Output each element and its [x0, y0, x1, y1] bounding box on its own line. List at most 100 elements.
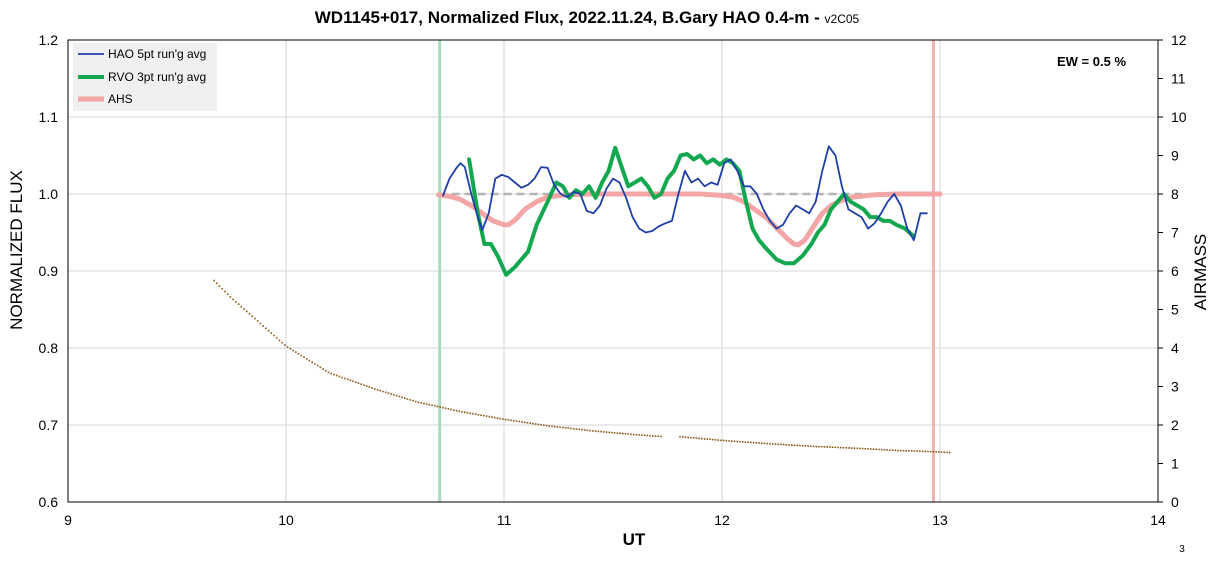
airmass-point [496, 417, 499, 419]
airmass-point [322, 368, 324, 370]
airmass-point [695, 437, 698, 439]
airmass-point [248, 313, 251, 315]
airmass-point [575, 428, 578, 430]
airmass-point [518, 420, 521, 423]
airmass-point [292, 349, 294, 352]
airmass-point [221, 287, 223, 290]
airmass-point [224, 290, 226, 293]
airmass-point [736, 440, 739, 443]
x-axis-label: UT [623, 530, 646, 549]
airmass-point [657, 435, 659, 438]
series-line-hao [442, 145, 928, 242]
airmass-point [246, 310, 248, 313]
airmass-point [314, 363, 316, 365]
airmass-point [406, 398, 409, 400]
airmass-point [398, 395, 401, 398]
airmass-point [820, 445, 823, 448]
airmass-point [720, 439, 722, 442]
airmass-point [810, 445, 812, 447]
airmass-point [632, 433, 635, 436]
airmass-point [472, 412, 474, 415]
airmass-point [444, 407, 447, 410]
airmass-point [771, 443, 774, 445]
airmass-point [562, 426, 564, 429]
airmass-point [513, 419, 515, 422]
airmass-point [638, 434, 640, 436]
y2-tick-label: 9 [1171, 148, 1179, 164]
x-tick-label: 10 [278, 512, 294, 528]
airmass-point [793, 444, 796, 447]
airmass-point [346, 378, 349, 381]
airmass-point [728, 440, 730, 442]
airmass-point [649, 434, 651, 437]
airmass-point [949, 451, 951, 454]
airmass-point [780, 443, 782, 446]
airmass-point [289, 348, 292, 350]
airmass-point [428, 403, 431, 406]
airmass-point [796, 444, 798, 447]
airmass-point [682, 436, 684, 438]
airmass-point [605, 431, 608, 433]
airmass-point [333, 373, 335, 376]
airmass-point [431, 404, 433, 407]
airmass-point [262, 325, 264, 327]
airmass-point [243, 308, 245, 310]
y2-tick-label: 1 [1171, 456, 1179, 472]
airmass-point [921, 450, 924, 453]
airmass-point [714, 439, 717, 441]
airmass-point [338, 375, 341, 378]
airmass-point [523, 421, 526, 424]
airmass-point [758, 442, 760, 444]
y2-tick-label: 0 [1171, 494, 1179, 510]
airmass-point [597, 430, 600, 433]
airmass-point [240, 305, 243, 308]
airmass-point [864, 448, 867, 450]
airmass-point [265, 327, 267, 330]
airmass-point [900, 449, 902, 452]
airmass-point [423, 402, 425, 405]
y2-axis-label: AIRMASS [1191, 234, 1210, 311]
y-tick-label: 0.7 [39, 417, 59, 433]
airmass-point [725, 439, 728, 442]
airmass-point [300, 354, 303, 357]
airmass-point [769, 442, 771, 445]
airmass-point [529, 422, 531, 424]
airmass-point [251, 315, 253, 317]
airmass-point [788, 444, 790, 446]
airmass-point [376, 389, 379, 391]
airmass-point [395, 394, 398, 397]
airmass-point [622, 432, 624, 435]
airmass-point [834, 446, 837, 449]
legend-label-hao: HAO 5pt run'g avg [108, 47, 206, 61]
x-tick-label: 11 [497, 512, 512, 528]
airmass-point [875, 448, 877, 451]
airmass-point [733, 440, 736, 443]
airmass-point [692, 437, 695, 439]
airmass-point [711, 438, 714, 441]
series-line-ahs [436, 191, 943, 248]
airmass-point [521, 421, 523, 423]
airmass-point [510, 419, 512, 422]
airmass-point [886, 449, 888, 451]
airmass-point [652, 435, 654, 437]
airmass-point [635, 433, 638, 436]
airmass-point [812, 445, 815, 448]
airmass-point [654, 435, 657, 437]
airmass-point [390, 393, 392, 395]
y2-tick-label: 5 [1171, 302, 1179, 318]
airmass-point [600, 430, 602, 433]
airmass-point [842, 446, 845, 449]
airmass-point [453, 409, 455, 411]
airmass-point [703, 438, 706, 440]
airmass-point [352, 380, 354, 383]
airmass-point [619, 432, 621, 435]
series-layer [213, 145, 951, 454]
airmass-point [256, 320, 259, 322]
airmass-point [717, 439, 719, 441]
airmass-point [850, 447, 853, 449]
airmass-point [739, 440, 741, 443]
airmass-point [837, 446, 839, 449]
airmass-point [698, 437, 700, 440]
airmass-point [488, 415, 491, 418]
